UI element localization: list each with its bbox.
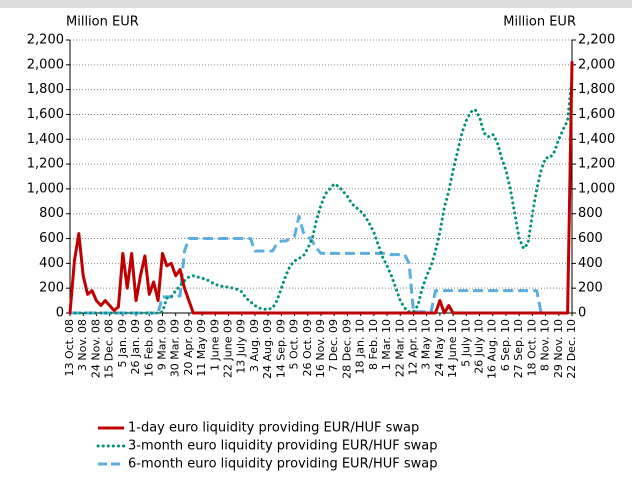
y2-tick-label: 2,200 [578,33,615,48]
y-tick-label: 1,400 [27,132,64,147]
y2-tick-label: 400 [578,256,603,271]
x-tick-label: 8 Feb. 10 [367,319,380,370]
x-tick-label: 3 Nov. 08 [76,319,89,371]
y-axis-title: Million EUR [66,15,139,30]
x-tick-label: 22 Dec. 10 [565,319,578,379]
y2-tick-label: 1,800 [578,82,615,97]
top-band [0,0,632,8]
x-tick-label: 5 Oct. 09 [288,319,301,370]
x-tick-label: 11 May 09 [195,319,208,377]
y2-tick-label: 600 [578,231,603,246]
y2-tick-label: 1,200 [578,157,615,172]
x-tick-label: 15 Dec. 08 [103,319,116,379]
y2-tick-label: 1,400 [578,132,615,147]
x-tick-label: 20 Apr. 09 [182,319,195,376]
series-line [68,75,574,315]
y-tick-label: 600 [39,231,64,246]
x-tick-label: 5 July 10 [459,319,472,367]
x-tick-label: 26 July 10 [473,319,486,374]
x-tick-label: 16 Feb. 09 [142,319,155,377]
series-line [68,60,574,315]
x-tick-label: 6 Sep. 10 [499,319,512,371]
x-tick-label: 22 June 09 [222,319,235,378]
x-tick-label: 13 Oct. 08 [63,319,76,377]
y-tick-label: 800 [39,206,64,221]
y2-tick-label: 200 [578,281,603,296]
x-tick-label: 9 Mar. 09 [155,319,168,370]
x-tick-label: 24 May 10 [433,319,446,377]
y2-tick-label: 1,000 [578,181,615,196]
x-tick-label: 3 Aug. 09 [248,319,261,372]
y2-axis-title: Million EUR [503,15,576,30]
x-tick-label: 1 June 09 [208,319,221,371]
y-tick-label: 1,800 [27,82,64,97]
x-tick-label: 18 Jan. 10 [354,319,367,374]
x-tick-label: 14 June 10 [446,319,459,378]
y-tick-label: 1,600 [27,107,64,122]
y-tick-label: 1,000 [27,181,64,196]
y-tick-label: 200 [39,281,64,296]
x-tick-label: 24 Aug. 09 [261,319,274,379]
y2-tick-label: 800 [578,206,603,221]
x-tick-label: 8 Nov. 10 [539,319,552,371]
x-tick-label: 28 Dec. 09 [340,319,353,379]
legend-label: 3-month euro liquidity providing EUR/HUF… [128,439,438,454]
y-tick-label: 0 [56,306,64,321]
y-tick-label: 2,200 [27,33,64,48]
y-tick-label: 2,000 [27,57,64,72]
x-tick-label: 30 Mar. 09 [169,319,182,377]
x-tick-label: 3 May 10 [420,319,433,370]
x-tick-label: 14 Sep. 09 [274,319,287,378]
legend-label: 6-month euro liquidity providing EUR/HUF… [128,457,438,472]
x-tick-label: 1 Mar. 10 [380,319,393,370]
x-tick-label: 26 Oct. 09 [301,319,314,377]
y2-tick-label: 2,000 [578,57,615,72]
x-tick-label: 22 Mar. 10 [393,319,406,377]
x-tick-label: 29 Nov. 10 [552,319,565,378]
x-tick-label: 5 Jan. 09 [116,319,129,367]
x-tick-label: 16 Aug. 10 [486,319,499,379]
y-tick-label: 400 [39,256,64,271]
x-tick-label: 27 Sep. 10 [512,319,525,378]
x-tick-label: 18 Oct. 10 [525,319,538,377]
x-tick-label: 13 July 09 [235,319,248,374]
x-tick-label: 12 Apr. 10 [406,319,419,376]
y2-tick-label: 1,600 [578,107,615,122]
legend-label: 1-day euro liquidity providing EUR/HUF s… [128,421,419,436]
x-tick-label: 24 Nov. 08 [89,319,102,378]
y-tick-label: 1,200 [27,157,64,172]
x-tick-label: 26 Jan. 09 [129,319,142,374]
x-tick-label: 7 Dec. 09 [327,319,340,372]
x-tick-label: 16 Nov. 09 [314,319,327,378]
y2-tick-label: 0 [578,306,586,321]
